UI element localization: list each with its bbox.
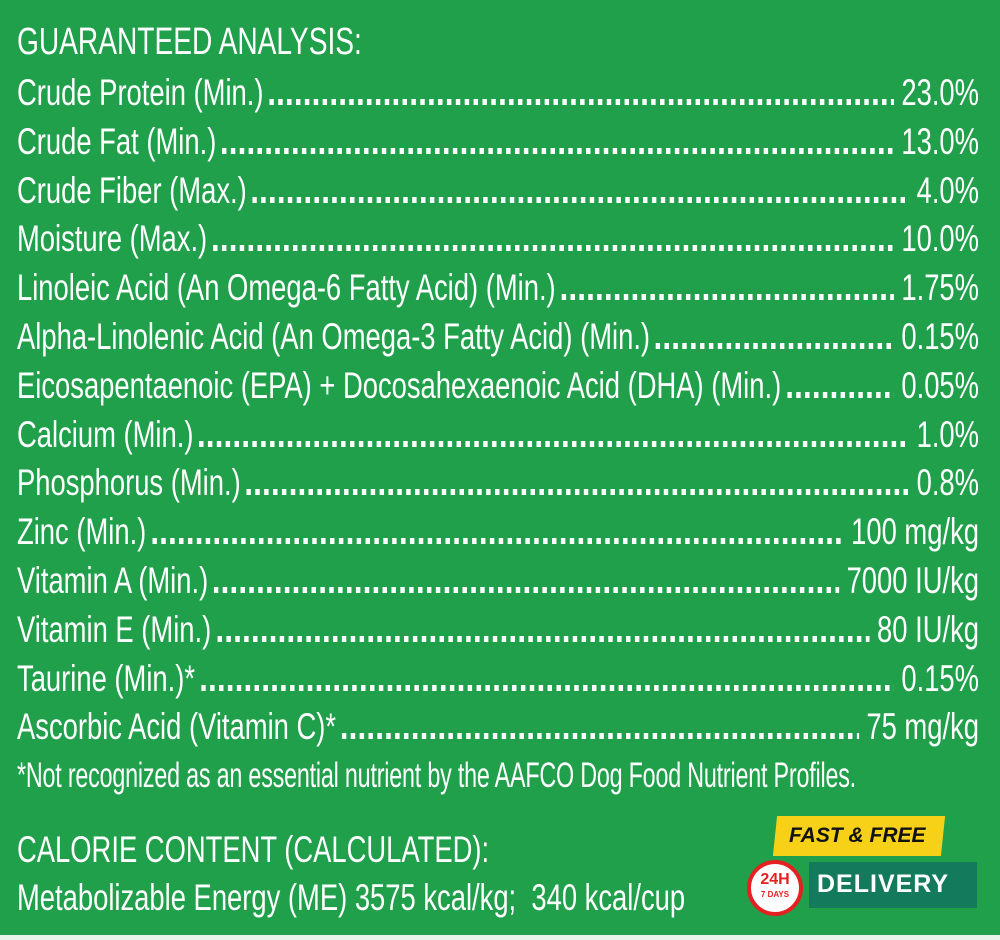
dot-leader [246, 489, 910, 496]
dot-leader [341, 733, 859, 740]
analysis-row: Vitamin E (Min.) 80 IU/kg [17, 606, 979, 655]
dot-leader [200, 684, 894, 691]
dot-leader [217, 635, 870, 642]
badge-days: 7 DAYS [760, 890, 790, 899]
analysis-row: Ascorbic Acid (Vitamin C)* 75 mg/kg [17, 703, 979, 752]
nutrient-value: 4.0% [916, 169, 979, 211]
nutrient-value: 0.15% [901, 315, 979, 357]
calorie-text: Metabolizable Energy (ME) 3575 kcal/kg; … [17, 876, 686, 918]
nutrient-label: Vitamin A (Min.) [17, 559, 209, 601]
analysis-row: Phosphorus (Min.) 0.8% [17, 459, 979, 508]
dot-leader [787, 391, 894, 398]
dot-leader [214, 586, 840, 593]
analysis-row: Crude Fiber (Max.) 4.0% [17, 167, 979, 216]
delivery-badge: FAST & FREE DELIVERY 24H 7 DAYS [745, 812, 980, 922]
analysis-row: Taurine (Min.)* 0.15% [17, 655, 979, 704]
analysis-rows: Crude Protein (Min.) 23.0% Crude Fat (Min.… [17, 69, 979, 752]
dot-leader [199, 440, 910, 447]
analysis-row: Linoleic Acid (An Omega-6 Fatty Acid) (M… [17, 264, 979, 313]
badge-line2: DELIVERY [817, 870, 950, 898]
analysis-row: Crude Fat (Min.) 13.0% [17, 118, 979, 167]
nutrient-value: 13.0% [901, 120, 979, 162]
nutrient-value: 10.0% [901, 218, 979, 260]
nutrient-label: Crude Fiber (Max.) [17, 169, 247, 211]
analysis-row: Zinc (Min.) 100 mg/kg [17, 508, 979, 557]
nutrient-value: 80 IU/kg [877, 608, 979, 650]
nutrient-value: 0.05% [901, 364, 979, 406]
dot-leader [152, 538, 844, 545]
nutrient-label: Taurine (Min.)* [17, 657, 196, 699]
nutrient-label: Moisture (Max.) [17, 218, 208, 260]
dot-leader [213, 245, 894, 252]
badge-line1: FAST & FREE [789, 824, 926, 847]
dot-leader [252, 196, 910, 203]
nutrient-value: 75 mg/kg [866, 706, 979, 748]
badge-teal-banner: DELIVERY [809, 862, 977, 908]
nutrient-label: Eicosapentaenoic (EPA) + Docosahexaenoic… [17, 364, 782, 406]
badge-hours: 24H [760, 871, 790, 888]
badge-yellow-banner: FAST & FREE [772, 816, 946, 856]
nutrient-value: 0.15% [901, 657, 979, 699]
analysis-row: Crude Protein (Min.) 23.0% [17, 69, 979, 118]
nutrient-label: Alpha-Linolenic Acid (An Omega-3 Fatty A… [17, 315, 651, 357]
dot-leader [561, 294, 894, 301]
nutrient-value: 100 mg/kg [851, 511, 979, 553]
nutrient-label: Vitamin E (Min.) [17, 608, 212, 650]
nutrient-label: Phosphorus (Min.) [17, 462, 241, 504]
nutrient-value: 1.0% [916, 413, 979, 455]
nutrient-label: Crude Protein (Min.) [17, 72, 264, 113]
analysis-row: Moisture (Max.) 10.0% [17, 215, 979, 264]
bottom-border [0, 935, 1000, 940]
nutrient-label: Crude Fat (Min.) [17, 120, 217, 162]
nutrient-label: Calcium (Min.) [17, 413, 194, 455]
nutrient-value: 7000 IU/kg [846, 559, 979, 601]
nutrient-label: Linoleic Acid (An Omega-6 Fatty Acid) (M… [17, 267, 556, 309]
analysis-row: Calcium (Min.) 1.0% [17, 411, 979, 460]
analysis-row: Alpha-Linolenic Acid (An Omega-3 Fatty A… [17, 313, 979, 362]
dot-leader [222, 147, 894, 154]
analysis-panel: GUARANTEED ANALYSIS: Crude Protein (Min.… [17, 16, 979, 922]
nutrient-value: 0.8% [916, 462, 979, 504]
guaranteed-analysis-heading: GUARANTEED ANALYSIS: [17, 21, 362, 63]
nutrient-value: 23.0% [901, 72, 979, 113]
analysis-row: Eicosapentaenoic (EPA) + Docosahexaenoic… [17, 362, 979, 411]
nutrient-label: Ascorbic Acid (Vitamin C)* [17, 706, 337, 748]
nutrient-value: 1.75% [901, 267, 979, 309]
clock-icon: 24H 7 DAYS [747, 860, 803, 916]
dot-leader [655, 342, 894, 349]
calorie-heading: CALORIE CONTENT (CALCULATED): [17, 828, 490, 870]
dot-leader [269, 99, 894, 105]
analysis-row: Vitamin A (Min.) 7000 IU/kg [17, 557, 979, 606]
nutrient-label: Zinc (Min.) [17, 511, 147, 553]
footnote: *Not recognized as an essential nutrient… [17, 756, 856, 796]
